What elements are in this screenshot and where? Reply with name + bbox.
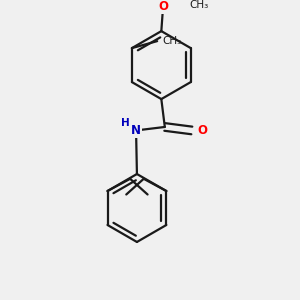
- Text: N: N: [131, 124, 141, 137]
- Text: O: O: [158, 0, 168, 13]
- Text: H: H: [121, 118, 130, 128]
- Text: O: O: [197, 124, 207, 137]
- Text: CH₃: CH₃: [189, 0, 208, 10]
- Text: CH₃: CH₃: [162, 36, 182, 46]
